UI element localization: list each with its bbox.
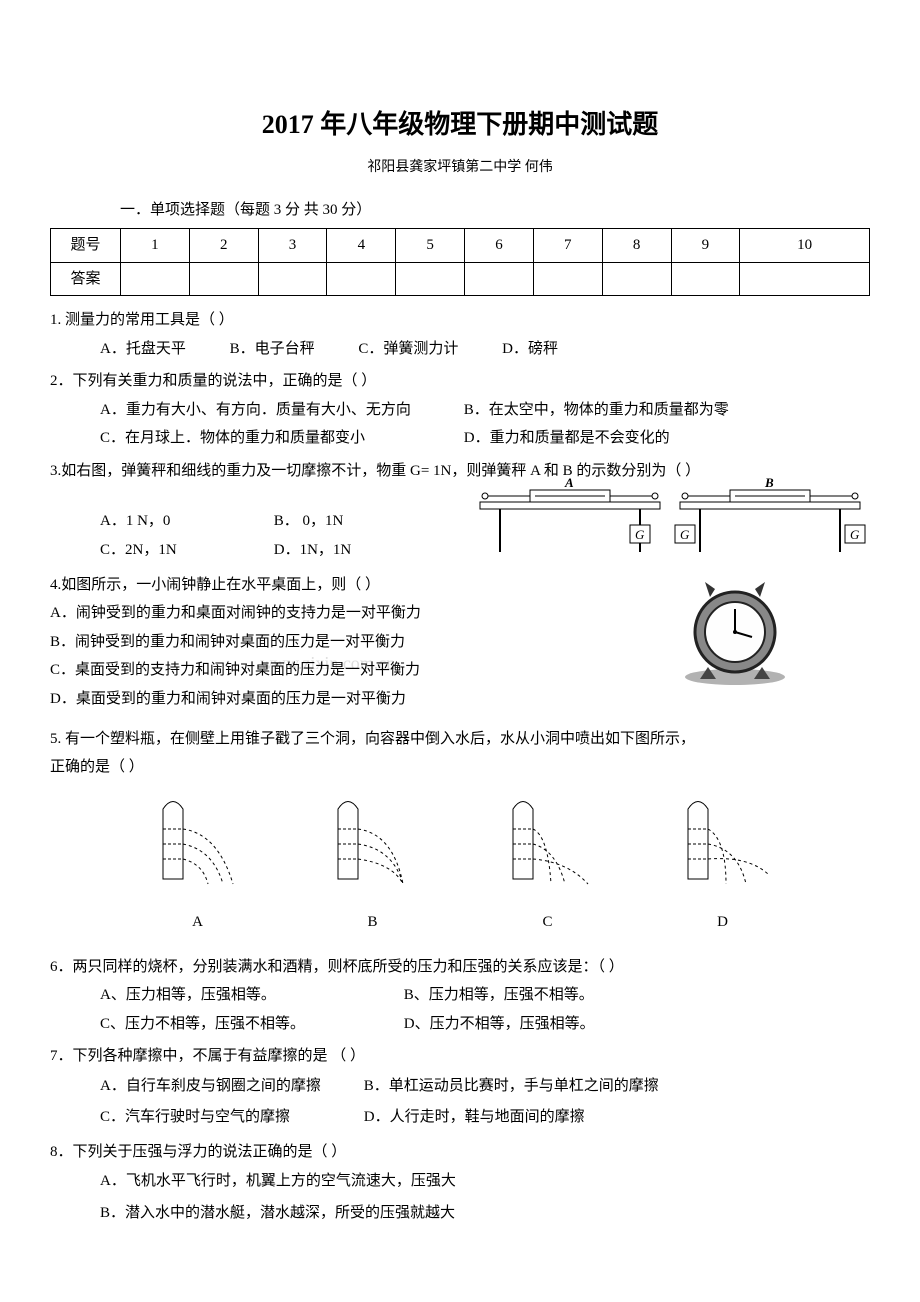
row-label: 题号 (51, 229, 121, 263)
question-2: 2．下列有关重力和质量的说法中，正确的是（ ） A．重力有大小、有方向．质量有大… (50, 367, 870, 453)
q7-opt-d: D．人行走时，鞋与地面间的摩擦 (364, 1109, 585, 1125)
table-row: 题号 1 2 3 4 5 6 7 8 9 10 (51, 229, 870, 263)
svg-text:G: G (680, 527, 690, 542)
bottle-label-c: C (493, 908, 603, 937)
bottle-c: C (493, 794, 603, 937)
col-num: 8 (602, 229, 671, 263)
table-row: 答案 (51, 262, 870, 296)
question-3: 3.如右图，弹簧秤和细线的重力及一切摩擦不计，物重 G= 1N，则弹簧秤 A 和… (50, 457, 870, 567)
q8-stem: 8．下列关于压强与浮力的说法正确的是（ ） (50, 1138, 870, 1167)
q2-stem: 2．下列有关重力和质量的说法中，正确的是（ ） (50, 367, 870, 396)
clock-figure (680, 577, 790, 698)
question-5: 5. 有一个塑料瓶，在侧壁上用锥子戳了三个洞，向容器中倒入水后，水从小洞中喷出如… (50, 725, 870, 937)
q2-opt-d: D．重力和质量都是不会变化的 (464, 430, 670, 446)
question-1: 1. 测量力的常用工具是（ ） A．托盘天平 B．电子台秤 C．弹簧测力计 D．… (50, 306, 870, 363)
col-num: 5 (396, 229, 465, 263)
q7-opt-b: B．单杠运动员比赛时，手与单杠之间的摩擦 (364, 1078, 659, 1094)
q7-stem: 7．下列各种摩擦中，不属于有益摩擦的是 （ ） (50, 1042, 870, 1071)
q5-stem-1: 5. 有一个塑料瓶，在侧壁上用锥子戳了三个洞，向容器中倒入水后，水从小洞中喷出如… (50, 725, 870, 754)
q6-opt-d: D、压力不相等，压强相等。 (404, 1016, 595, 1032)
q8-opt-b: B．潜入水中的潜水艇，潜水越深，所受的压强就越大 (100, 1198, 870, 1230)
q3-opt-b: B． 0，1N (274, 513, 344, 529)
spring-scale-figure: A G B G G (470, 477, 870, 568)
q1-opt-a: A．托盘天平 (100, 335, 186, 364)
bottle-figures: A B C (110, 794, 810, 937)
answer-cell (121, 262, 190, 296)
q6-opt-b: B、压力相等，压强不相等。 (404, 987, 594, 1003)
col-num: 4 (327, 229, 396, 263)
answer-cell (465, 262, 534, 296)
q7-opt-a: A．自行车刹皮与钢圈之间的摩擦 (100, 1071, 360, 1103)
answer-cell (189, 262, 258, 296)
answer-cell (258, 262, 327, 296)
q1-stem: 1. 测量力的常用工具是（ ） (50, 306, 870, 335)
q6-opt-c: C、压力不相等，压强不相等。 (100, 1010, 400, 1039)
q6-stem: 6．两只同样的烧杯，分别装满水和酒精，则杯底所受的压力和压强的关系应该是：（ ） (50, 953, 870, 982)
q3-opt-a: A．1 N，0 (100, 507, 270, 536)
col-num: 7 (533, 229, 602, 263)
q2-opt-a: A．重力有大小、有方向．质量有大小、无方向 (100, 396, 460, 425)
col-num: 2 (189, 229, 258, 263)
answer-cell (533, 262, 602, 296)
section-1-header: 一．单项选择题（每题 3 分 共 30 分） (120, 196, 870, 225)
svg-text:A: A (564, 477, 574, 490)
q6-opt-a: A、压力相等，压强相等。 (100, 981, 400, 1010)
answer-cell (602, 262, 671, 296)
bottle-b: B (318, 794, 428, 937)
bottle-d: D (668, 794, 778, 937)
q8-opt-a: A．飞机水平飞行时，机翼上方的空气流速大，压强大 (100, 1166, 870, 1198)
answer-table: 题号 1 2 3 4 5 6 7 8 9 10 答案 (50, 228, 870, 296)
question-6: 6．两只同样的烧杯，分别装满水和酒精，则杯底所受的压力和压强的关系应该是：（ ）… (50, 953, 870, 1039)
q1-opt-d: D．磅秤 (502, 335, 558, 364)
bottle-label-a: A (143, 908, 253, 937)
question-7: 7．下列各种摩擦中，不属于有益摩擦的是 （ ） A．自行车刹皮与钢圈之间的摩擦 … (50, 1042, 870, 1134)
svg-text:G: G (850, 527, 860, 542)
bottle-label-d: D (668, 908, 778, 937)
col-num: 9 (671, 229, 740, 263)
q5-stem-2: 正确的是（ ） (50, 753, 870, 782)
answer-cell (671, 262, 740, 296)
q1-opt-b: B．电子台秤 (230, 335, 315, 364)
bottle-a: A (143, 794, 253, 937)
q3-opt-c: C．2N，1N (100, 536, 270, 565)
col-num: 1 (121, 229, 190, 263)
school-author: 祁阳县龚家坪镇第二中学 何伟 (50, 155, 870, 182)
q2-opt-c: C．在月球上．物体的重力和质量都变小 (100, 424, 460, 453)
question-8: 8．下列关于压强与浮力的说法正确的是（ ） A．飞机水平飞行时，机翼上方的空气流… (50, 1138, 870, 1230)
svg-text:B: B (764, 477, 774, 490)
svg-text:G: G (635, 527, 645, 542)
answer-cell (396, 262, 465, 296)
q7-opt-c: C．汽车行驶时与空气的摩擦 (100, 1102, 360, 1134)
q1-opt-c: C．弹簧测力计 (358, 335, 458, 364)
q3-opt-d: D．1N，1N (274, 542, 352, 558)
q2-opt-b: B．在太空中，物体的重力和质量都为零 (464, 402, 729, 418)
col-num: 10 (740, 229, 870, 263)
col-num: 3 (258, 229, 327, 263)
page-title: 2017 年八年级物理下册期中测试题 (50, 100, 870, 149)
answer-cell (327, 262, 396, 296)
answer-cell (740, 262, 870, 296)
col-num: 6 (465, 229, 534, 263)
row-label: 答案 (51, 262, 121, 296)
bottle-label-b: B (318, 908, 428, 937)
question-4: 4.如图所示，一小闹钟静止在水平桌面上，则（ ） A．闹钟受到的重力和桌面对闹钟… (50, 571, 870, 721)
